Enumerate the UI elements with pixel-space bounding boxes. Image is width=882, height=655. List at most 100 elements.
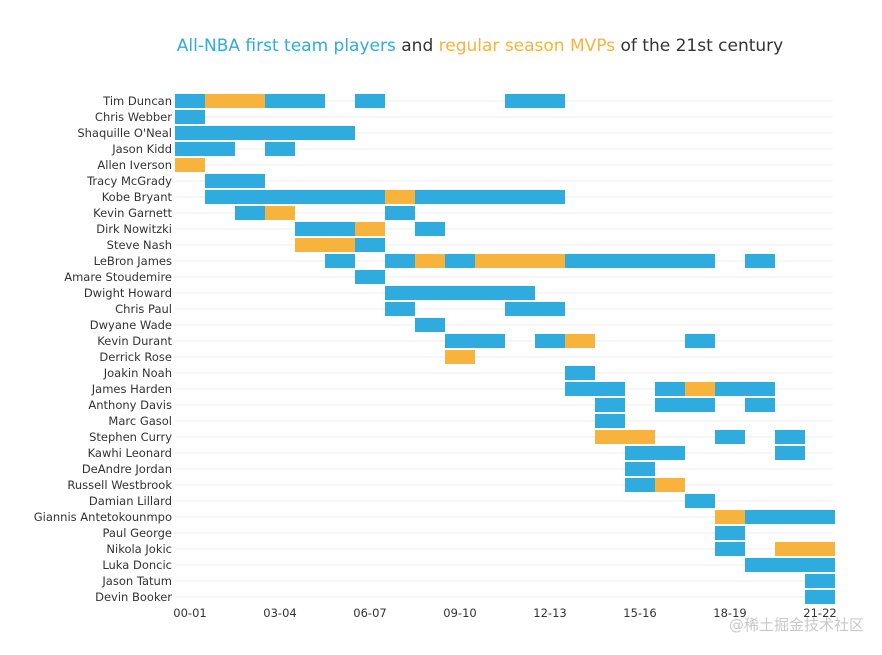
bar-first-team <box>355 94 385 108</box>
title-part-mvp: regular season MVPs <box>438 36 616 56</box>
bar-first-team <box>745 510 835 524</box>
bar-first-team <box>565 382 625 396</box>
bar-mvp <box>295 238 355 252</box>
x-tick-label: 12-13 <box>533 606 566 620</box>
title-part-first_team: All-NBA first team players <box>176 36 396 56</box>
bar-first-team <box>715 526 745 540</box>
bar-mvp <box>355 222 385 236</box>
y-label: Steve Nash <box>107 238 172 252</box>
y-label: Kevin Garnett <box>93 206 172 220</box>
x-tick-label: 21-22 <box>803 606 836 620</box>
bar-first-team <box>625 462 655 476</box>
y-label: Joakin Noah <box>103 366 172 380</box>
y-label: Kevin Durant <box>97 334 172 348</box>
y-label: James Harden <box>91 382 172 396</box>
bar-first-team <box>595 398 625 412</box>
bar-first-team <box>685 494 715 508</box>
bar-first-team <box>385 254 415 268</box>
x-tick-label: 00-01 <box>173 606 206 620</box>
y-label: Damian Lillard <box>89 494 172 508</box>
bar-mvp <box>775 542 835 556</box>
bar-first-team <box>505 94 565 108</box>
y-label: Jason Kidd <box>111 142 172 156</box>
y-label: Paul George <box>102 526 172 540</box>
bar-first-team <box>205 190 385 204</box>
bar-mvp <box>415 254 445 268</box>
bar-first-team <box>655 382 685 396</box>
x-tick-label: 06-07 <box>353 606 386 620</box>
bar-mvp <box>475 254 565 268</box>
bar-mvp <box>385 190 415 204</box>
bar-first-team <box>595 414 625 428</box>
bar-first-team <box>715 430 745 444</box>
y-label: Stephen Curry <box>89 430 172 444</box>
y-label: Luka Doncic <box>102 558 172 572</box>
bar-first-team <box>175 94 205 108</box>
bar-first-team <box>385 302 415 316</box>
y-label: Tim Duncan <box>102 94 172 108</box>
bar-first-team <box>655 398 715 412</box>
bar-first-team <box>805 574 835 588</box>
bar-first-team <box>745 558 835 572</box>
bar-first-team <box>685 334 715 348</box>
y-label: Marc Gasol <box>108 414 172 428</box>
x-axis-labels: 00-01 03-04 06-07 09-10 12-13 15-16 18-19 21-22 <box>173 606 836 620</box>
bar-first-team <box>235 206 265 220</box>
y-label: Kobe Bryant <box>102 190 173 204</box>
y-label: Giannis Antetokounmpo <box>34 510 172 524</box>
bar-first-team <box>175 142 235 156</box>
bar-first-team <box>175 126 355 140</box>
y-label: Kawhi Leonard <box>88 446 172 460</box>
bar-first-team <box>715 382 775 396</box>
x-tick-label: 15-16 <box>623 606 656 620</box>
bar-mvp <box>655 478 685 492</box>
bar-first-team <box>505 302 565 316</box>
bar-first-team <box>295 222 355 236</box>
y-label: LeBron James <box>94 254 172 268</box>
bar-first-team <box>415 222 445 236</box>
bar-first-team <box>205 174 265 188</box>
bar-first-team <box>535 334 565 348</box>
y-label: Dirk Nowitzki <box>96 222 172 236</box>
y-label: Shaquille O'Neal <box>77 126 172 140</box>
title-part-plain: of the 21st century <box>615 36 784 56</box>
bar-first-team <box>445 254 475 268</box>
y-axis-labels: Tim Duncan Chris Webber Shaquille O'Neal Ja… <box>34 94 173 604</box>
bar-first-team <box>415 190 565 204</box>
y-label: Russell Westbrook <box>67 478 172 492</box>
bar-first-team <box>355 270 385 284</box>
bars <box>175 94 835 604</box>
bar-first-team <box>565 254 715 268</box>
bar-first-team <box>745 398 775 412</box>
bar-first-team <box>265 94 325 108</box>
bar-first-team <box>625 446 685 460</box>
y-label: Chris Webber <box>95 110 172 124</box>
bar-mvp <box>445 350 475 364</box>
y-label: Amare Stoudemire <box>64 270 172 284</box>
bar-mvp <box>175 158 205 172</box>
bar-first-team <box>265 142 295 156</box>
x-tick-label: 18-19 <box>713 606 746 620</box>
y-label: DeAndre Jordan <box>82 462 172 476</box>
bar-first-team <box>745 254 775 268</box>
y-label: Nikola Jokic <box>106 542 172 556</box>
watermark: @稀土掘金技术社区 <box>728 616 864 634</box>
bar-first-team <box>805 590 835 604</box>
bar-first-team <box>715 542 745 556</box>
bar-mvp <box>565 334 595 348</box>
bar-mvp <box>595 430 655 444</box>
y-label: Chris Paul <box>115 302 172 316</box>
x-tick-label: 03-04 <box>263 606 296 620</box>
bar-first-team <box>445 334 505 348</box>
bar-first-team <box>325 254 355 268</box>
y-label: Dwyane Wade <box>90 318 172 332</box>
bar-first-team <box>385 206 415 220</box>
y-label: Devin Booker <box>95 590 172 604</box>
y-label: Derrick Rose <box>99 350 172 364</box>
bar-mvp <box>715 510 745 524</box>
bar-first-team <box>775 446 805 460</box>
chart-title: All-NBA first team players and regular s… <box>0 36 882 56</box>
bar-first-team <box>775 430 805 444</box>
bar-mvp <box>205 94 265 108</box>
